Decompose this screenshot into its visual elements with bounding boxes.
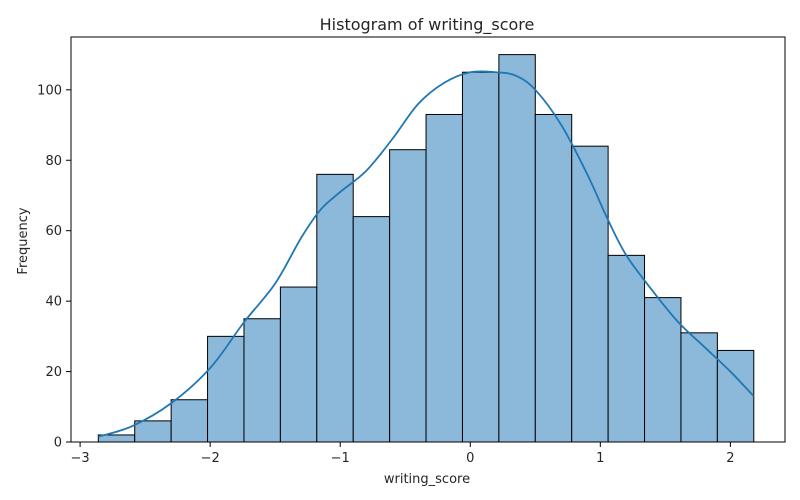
histogram-bar — [461, 71, 500, 443]
kde-curve — [98, 70, 755, 438]
y-tick-label: 20 — [45, 365, 62, 380]
histogram-bar — [243, 318, 281, 443]
y-tick-label: 80 — [45, 154, 62, 169]
plot-frame — [70, 36, 786, 443]
histogram-bar — [389, 149, 427, 443]
histogram-bar — [534, 113, 573, 443]
histogram-bar — [607, 254, 646, 443]
histogram-bar — [680, 332, 718, 443]
histogram-bar — [425, 113, 463, 443]
histogram-bar — [352, 216, 391, 443]
x-tick-label: 0 — [466, 451, 474, 466]
x-tick-label: −3 — [71, 451, 90, 466]
x-axis-label: writing_score — [384, 472, 470, 487]
y-tick-label: 60 — [45, 224, 62, 239]
bars-group — [97, 54, 755, 443]
x-tick-label: −2 — [201, 451, 220, 466]
x-tick-label: 2 — [726, 451, 734, 466]
histogram-bar — [207, 335, 245, 443]
x-tick-label: −1 — [331, 451, 350, 466]
y-axis-label: Frequency — [16, 207, 31, 274]
histogram-bar — [316, 173, 354, 443]
x-tick-label: 1 — [596, 451, 604, 466]
y-tick-label: 100 — [37, 83, 62, 98]
chart-title: Histogram of writing_score — [320, 15, 535, 35]
histogram-bar — [134, 420, 172, 443]
histogram-bar — [170, 399, 209, 443]
y-axis-ticks: 0 20 40 60 80 100 — [37, 83, 71, 451]
y-tick-label: 40 — [45, 295, 62, 310]
histogram-bar — [571, 145, 609, 443]
y-tick-label: 0 — [54, 436, 62, 451]
histogram-bar — [498, 54, 536, 443]
x-axis-ticks: −3 −2 −1 0 1 2 — [71, 442, 735, 466]
histogram-bar — [279, 286, 318, 443]
